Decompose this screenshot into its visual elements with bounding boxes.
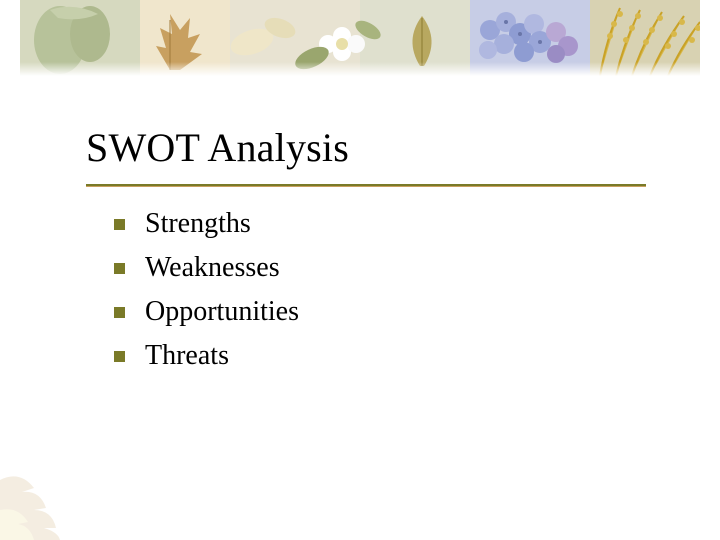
bullet-label: Weaknesses [145,252,280,284]
bullet-square-icon [114,351,125,362]
slide-title: SWOT Analysis [86,124,349,171]
bullet-label: Strengths [145,208,251,240]
banner-svg [20,0,700,76]
list-item: Strengths [114,206,299,242]
slide: SWOT Analysis Strengths Weaknesses Oppor… [0,0,720,540]
list-item: Threats [114,338,299,374]
list-item: Weaknesses [114,250,299,286]
corner-leaf-decoration [0,410,150,540]
bullet-square-icon [114,263,125,274]
bullet-label: Opportunities [145,296,299,328]
underline-tan [86,186,646,187]
bullet-square-icon [114,219,125,230]
bullet-list: Strengths Weaknesses Opportunities Threa… [114,206,299,382]
bullet-square-icon [114,307,125,318]
bullet-label: Threats [145,340,229,372]
title-underline [86,184,646,188]
list-item: Opportunities [114,294,299,330]
banner-floral [20,0,700,76]
corner-svg [0,410,150,540]
